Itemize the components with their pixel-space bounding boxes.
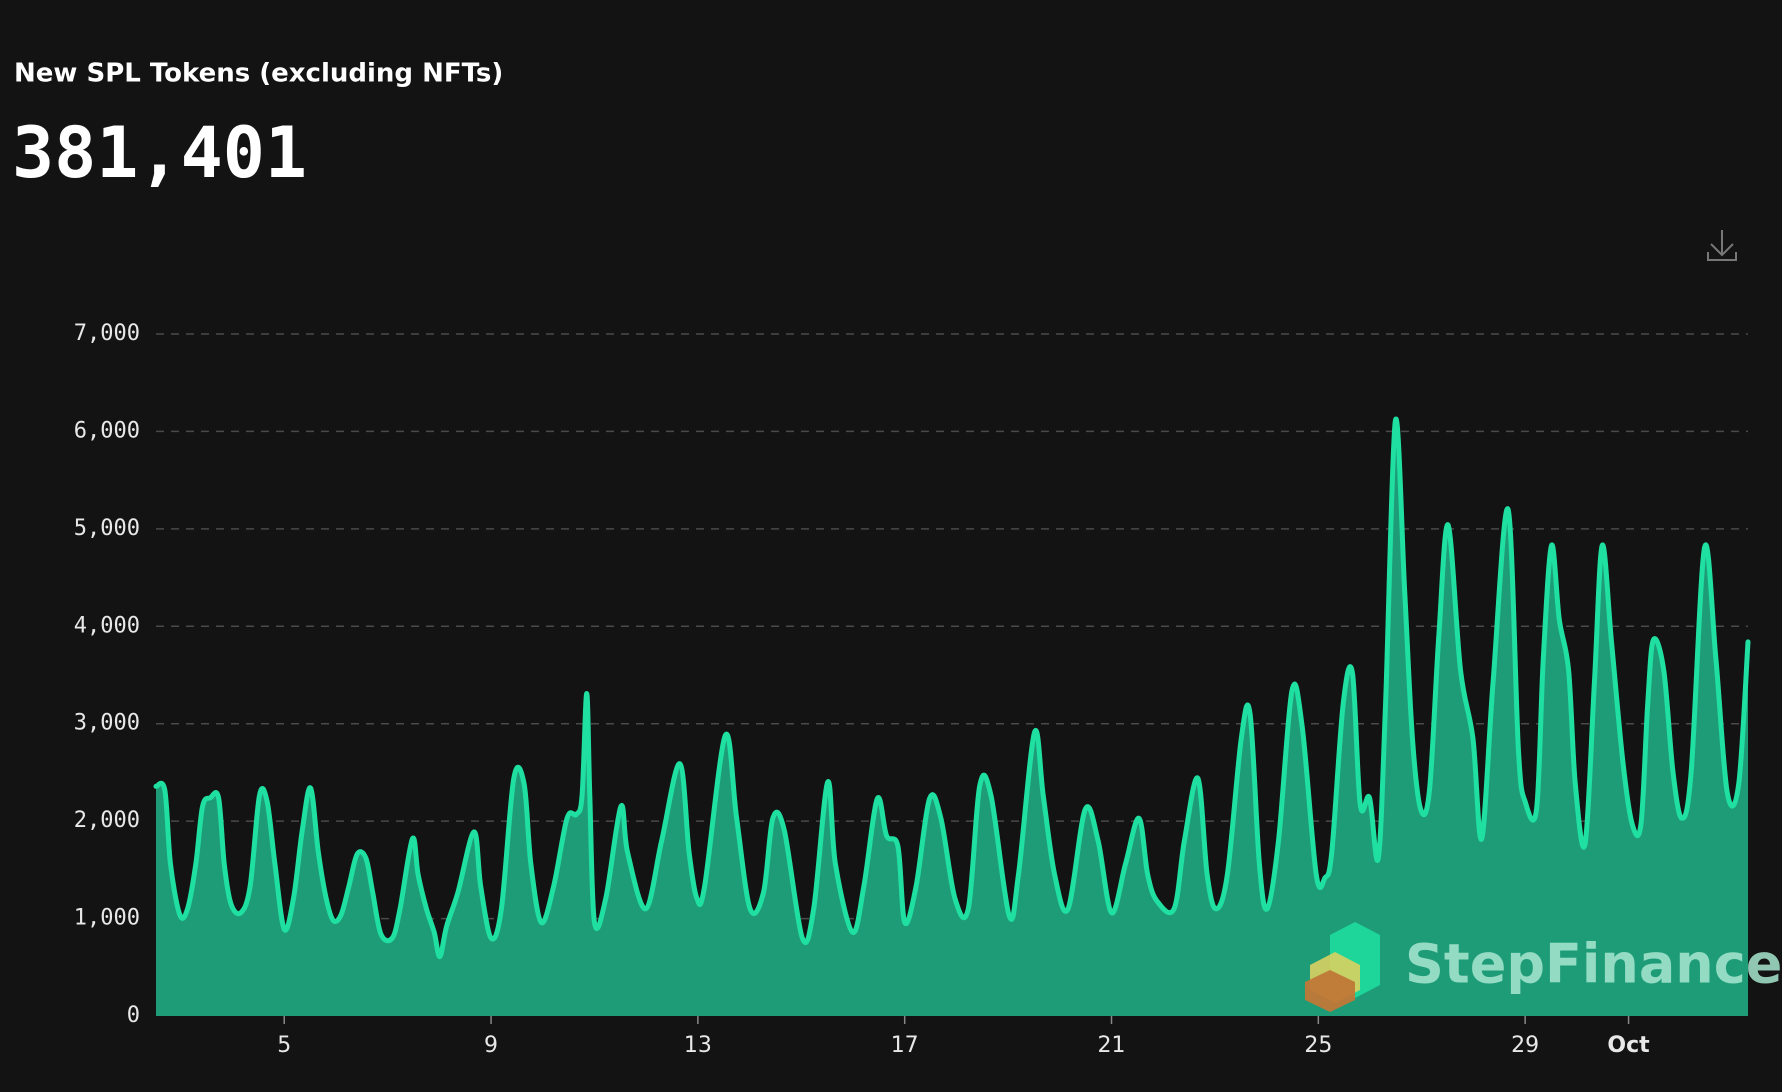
x-tick-label: Oct	[1607, 1033, 1650, 1058]
y-tick-label: 4,000	[74, 613, 140, 638]
x-tick-label: 9	[484, 1033, 498, 1058]
area	[156, 418, 1748, 1016]
y-tick-label: 3,000	[74, 711, 140, 736]
y-tick-label: 1,000	[74, 906, 140, 931]
y-tick-label: 2,000	[74, 808, 140, 833]
chart-title: New SPL Tokens (excluding NFTs)	[14, 59, 503, 89]
line	[153, 416, 1751, 960]
y-tick-label: 7,000	[74, 321, 140, 346]
watermark: StepFinance	[1405, 933, 1782, 996]
x-tick-label: 17	[891, 1033, 919, 1058]
x-tick-label: 29	[1511, 1033, 1539, 1058]
x-tick-label: 5	[277, 1033, 291, 1058]
plot: 0 1,000 2,000 3,000 4,000 5,000 6,000 7,000 5 9 13…	[74, 321, 1751, 1058]
y-tick-label: 6,000	[74, 418, 140, 443]
logo-front	[1305, 970, 1355, 1012]
download-glyph[interactable]	[1707, 230, 1737, 261]
download-icon[interactable]	[1707, 230, 1737, 261]
y-tick-label: 5,000	[74, 516, 140, 541]
logo	[1305, 922, 1380, 1012]
x-tick-label: 13	[684, 1033, 712, 1058]
y-tick-label: 0	[127, 1003, 140, 1028]
x-tick-label: 25	[1304, 1033, 1332, 1058]
x-tick-label: 21	[1098, 1033, 1126, 1058]
headline-value: 381,401	[12, 112, 307, 194]
